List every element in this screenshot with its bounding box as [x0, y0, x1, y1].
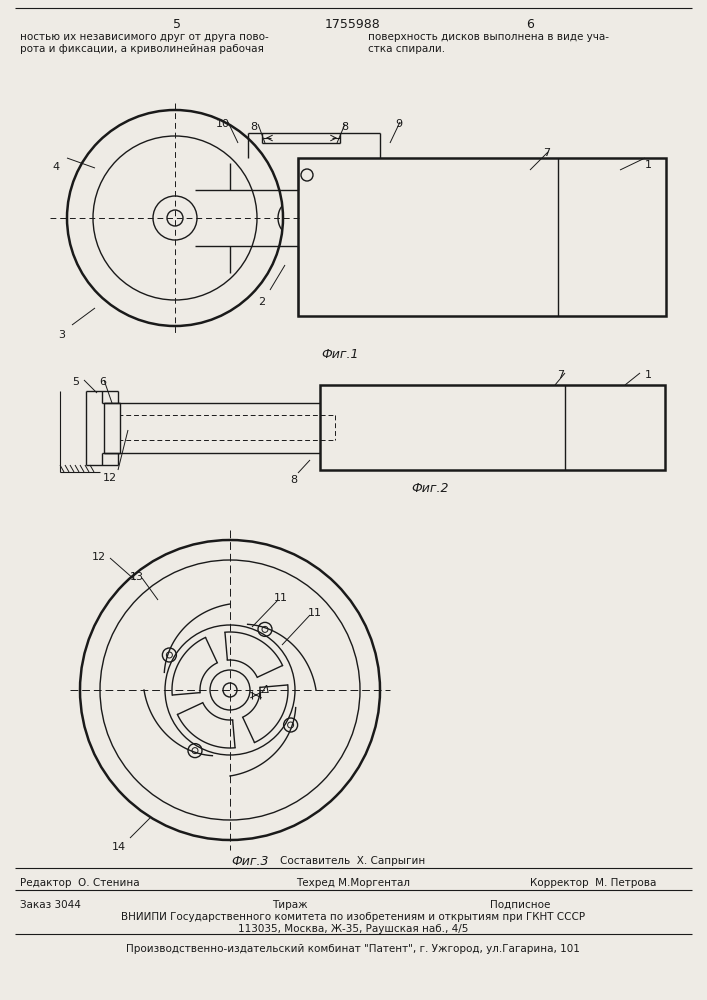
Text: 8: 8 [250, 122, 257, 132]
Text: 9: 9 [395, 119, 402, 129]
Text: поверхность дисков выполнена в виде уча-: поверхность дисков выполнена в виде уча- [368, 32, 609, 42]
Text: 7: 7 [557, 370, 564, 380]
Text: Фиг.3: Фиг.3 [231, 855, 269, 868]
Text: 1755988: 1755988 [325, 18, 381, 31]
Text: Фиг.1: Фиг.1 [321, 348, 358, 361]
Text: Заказ 3044: Заказ 3044 [20, 900, 81, 910]
Text: 113035, Москва, Ж-35, Раушская наб., 4/5: 113035, Москва, Ж-35, Раушская наб., 4/5 [238, 924, 468, 934]
Text: 1: 1 [645, 160, 652, 170]
Text: 6: 6 [526, 18, 534, 31]
Text: 10: 10 [216, 119, 230, 129]
Text: Подписное: Подписное [490, 900, 550, 910]
Text: Техред М.Моргентал: Техред М.Моргентал [296, 878, 410, 888]
Text: Составитель  Х. Сапрыгин: Составитель Х. Сапрыгин [281, 856, 426, 866]
Text: 11: 11 [274, 593, 288, 603]
Text: 8: 8 [341, 122, 348, 132]
Text: 5: 5 [72, 377, 79, 387]
Text: Редактор  О. Стенина: Редактор О. Стенина [20, 878, 139, 888]
Text: 4: 4 [52, 162, 59, 172]
Text: 12: 12 [103, 473, 117, 483]
Text: ностью их независимого друг от друга пово-: ностью их независимого друг от друга пов… [20, 32, 269, 42]
Bar [104, 403, 120, 453]
Text: Производственно-издательский комбинат "Патент", г. Ужгород, ул.Гагарина, 101: Производственно-издательский комбинат "П… [126, 944, 580, 954]
Text: 3: 3 [58, 330, 65, 340]
Text: стка спирали.: стка спирали. [368, 44, 445, 54]
Text: 7: 7 [543, 148, 550, 158]
Text: 11: 11 [308, 608, 322, 618]
Text: 2: 2 [258, 297, 265, 307]
Text: 13: 13 [130, 572, 144, 582]
Text: 14: 14 [112, 842, 126, 852]
Text: рота и фиксации, а криволинейная рабочая: рота и фиксации, а криволинейная рабочая [20, 44, 264, 54]
Text: ВНИИПИ Государственного комитета по изобретениям и открытиям при ГКНТ СССР: ВНИИПИ Государственного комитета по изоб… [121, 912, 585, 922]
Text: 1: 1 [645, 370, 652, 380]
Text: 5: 5 [173, 18, 181, 31]
Text: Фиг.2: Фиг.2 [411, 482, 449, 495]
Text: Δ: Δ [262, 685, 269, 695]
Text: 6: 6 [99, 377, 106, 387]
Bar [320, 385, 665, 470]
Text: Корректор  М. Петрова: Корректор М. Петрова [530, 878, 656, 888]
Text: 12: 12 [92, 552, 106, 562]
Text: Тираж: Тираж [272, 900, 308, 910]
Text: 8: 8 [290, 475, 297, 485]
Bar [298, 158, 666, 316]
